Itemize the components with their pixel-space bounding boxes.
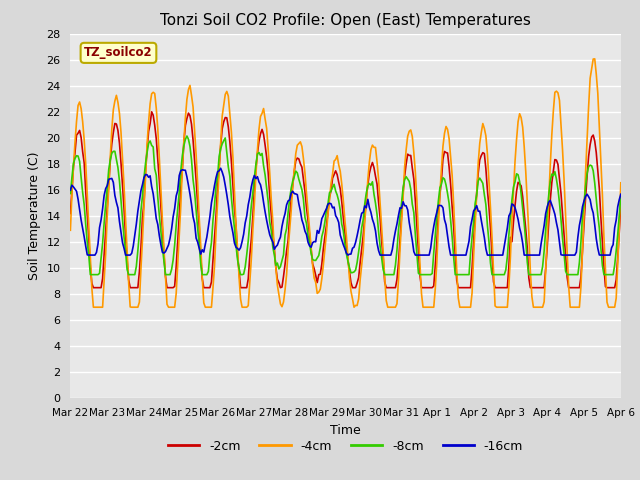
-4cm (617, 180, 625, 186)
-16cm (136, 198, 143, 204)
-4cm (232, 222, 240, 228)
-8cm (234, 256, 241, 262)
-8cm (136, 230, 143, 236)
-4cm (308, 263, 316, 268)
Legend: -2cm, -4cm, -8cm, -16cm: -2cm, -4cm, -8cm, -16cm (163, 435, 528, 458)
-8cm (67, 191, 74, 196)
-2cm (234, 252, 241, 258)
-8cm (589, 168, 597, 174)
-16cm (252, 176, 260, 181)
-8cm (310, 257, 318, 263)
-16cm (67, 187, 74, 193)
-16cm (217, 166, 225, 171)
-16cm (589, 210, 597, 216)
-2cm (252, 166, 260, 171)
-2cm (67, 211, 74, 216)
-8cm (252, 161, 260, 167)
-4cm (250, 201, 258, 207)
-2cm (136, 269, 143, 275)
Text: TZ_soilco2: TZ_soilco2 (84, 47, 153, 60)
-2cm (589, 132, 597, 138)
-16cm (85, 252, 93, 258)
Line: -16cm: -16cm (70, 168, 621, 255)
-8cm (183, 133, 191, 139)
-16cm (617, 192, 625, 197)
Line: -8cm: -8cm (70, 136, 621, 275)
-4cm (67, 228, 74, 233)
-2cm (90, 285, 97, 290)
-4cm (591, 56, 598, 62)
-16cm (261, 209, 269, 215)
-16cm (310, 239, 318, 244)
-8cm (261, 172, 269, 178)
Title: Tonzi Soil CO2 Profile: Open (East) Temperatures: Tonzi Soil CO2 Profile: Open (East) Temp… (160, 13, 531, 28)
X-axis label: Time: Time (330, 424, 361, 437)
-4cm (588, 66, 595, 72)
-4cm (90, 304, 97, 310)
-4cm (260, 106, 268, 111)
-8cm (617, 193, 625, 199)
-2cm (617, 201, 625, 207)
-16cm (234, 246, 241, 252)
-4cm (136, 299, 143, 305)
-2cm (261, 142, 269, 148)
-2cm (148, 109, 156, 115)
Y-axis label: Soil Temperature (C): Soil Temperature (C) (28, 152, 41, 280)
Line: -2cm: -2cm (70, 112, 621, 288)
-8cm (86, 272, 94, 277)
-2cm (310, 266, 318, 272)
Line: -4cm: -4cm (70, 59, 621, 307)
